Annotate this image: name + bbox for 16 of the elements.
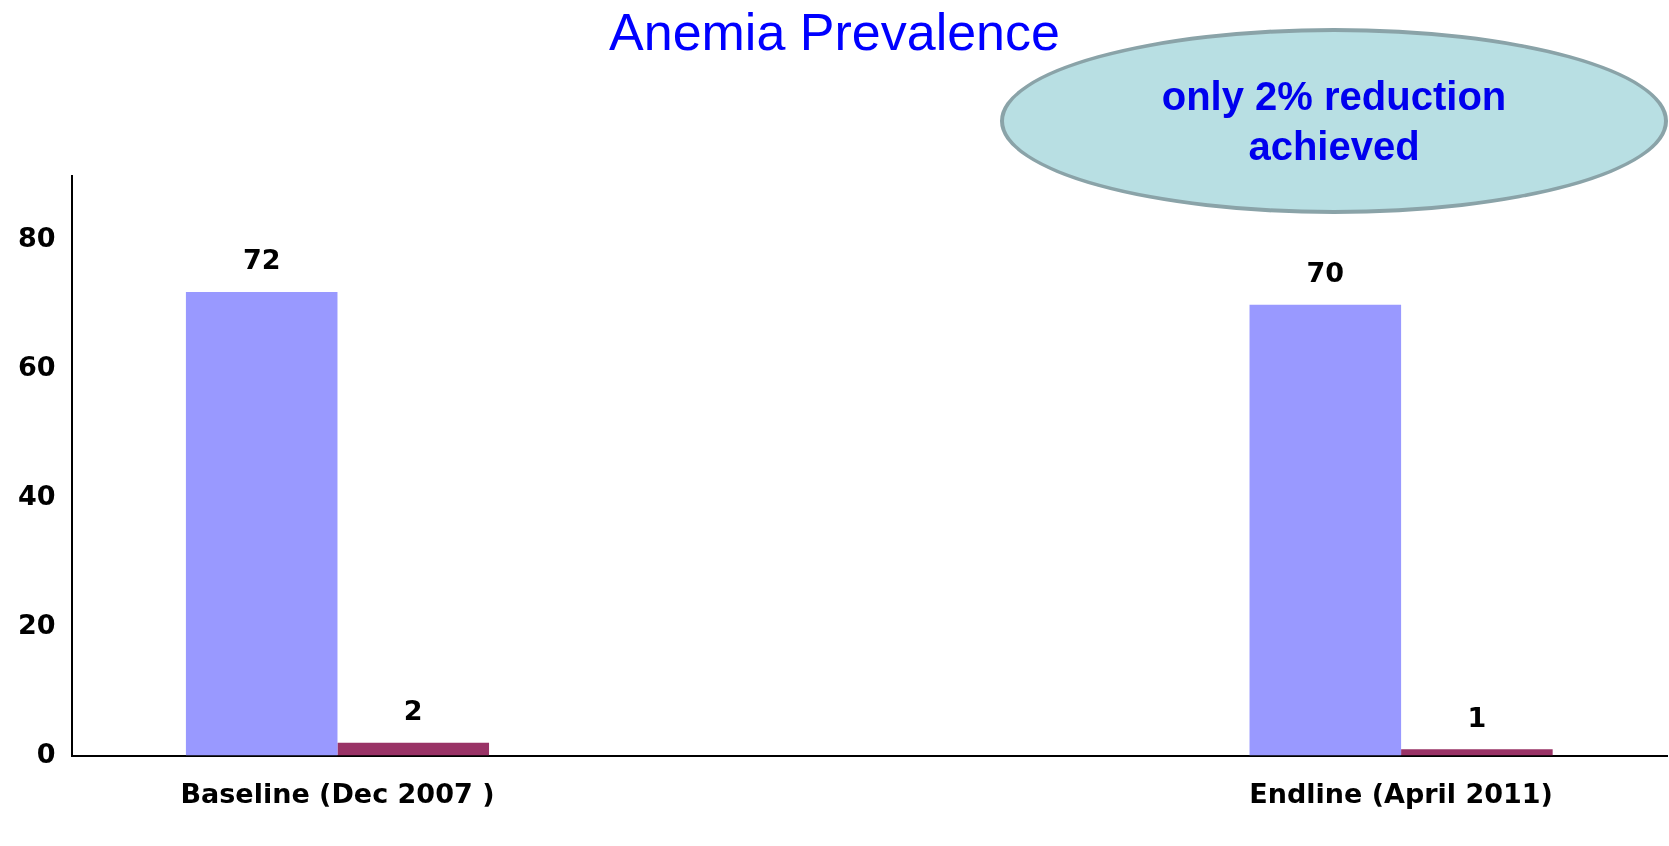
data-label: 72 (242, 244, 281, 276)
x-tick-label: Endline (April 2011) (1249, 777, 1553, 809)
data-label: 2 (403, 695, 423, 727)
data-label: 1 (1467, 701, 1487, 733)
bar (185, 291, 338, 756)
y-tick-label: 20 (18, 608, 56, 640)
y-tick-label: 60 (18, 351, 56, 383)
bar (1401, 749, 1553, 756)
data-label: 70 (1306, 257, 1345, 289)
bar (337, 742, 490, 756)
y-tick-label: 40 (18, 480, 56, 512)
x-tick-label: Baseline (Dec 2007 ) (180, 777, 495, 809)
y-tick-label: 0 (36, 737, 56, 769)
chart-title: Anemia Prevalence (608, 2, 1061, 62)
bar (1249, 304, 1402, 756)
y-tick-label: 80 (18, 222, 56, 254)
